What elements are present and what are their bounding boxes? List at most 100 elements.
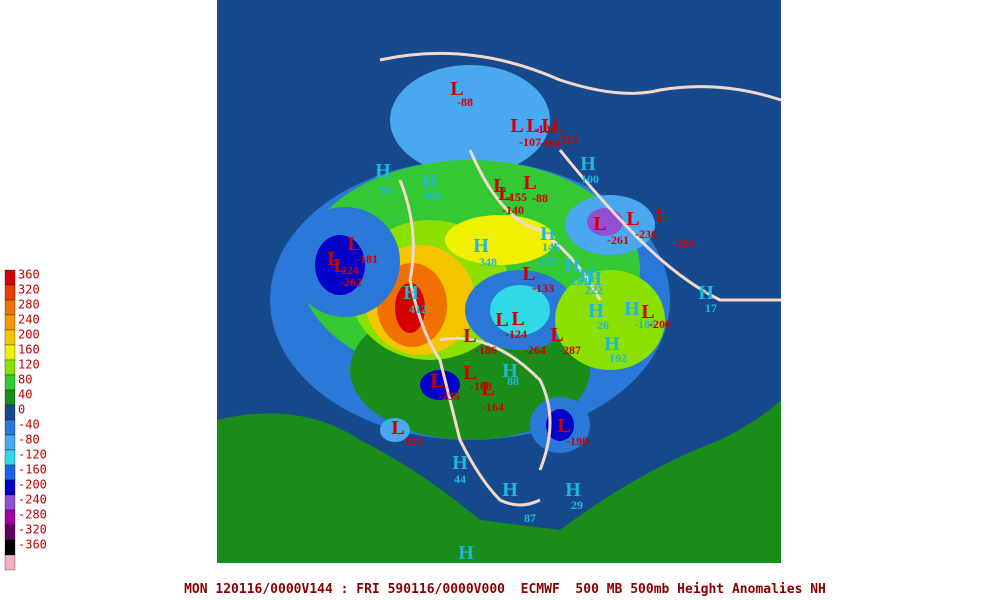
legend-label: -200 xyxy=(18,478,47,492)
center-symbol: H xyxy=(586,268,602,290)
center-value: 348 xyxy=(479,255,497,269)
center-value: 239 xyxy=(539,254,557,268)
center-symbol: L xyxy=(493,175,506,197)
center-value: -164 xyxy=(482,400,504,414)
legend-swatch xyxy=(4,524,16,541)
center-symbol: L xyxy=(430,370,443,392)
center-symbol: H xyxy=(403,282,419,304)
center-value: -140 xyxy=(502,203,524,217)
caption: MON 120116/0000V144 : FRI 590116/0000V00… xyxy=(184,582,826,597)
center-symbol: L xyxy=(391,417,404,439)
center-value: -236 xyxy=(635,227,657,241)
legend-swatch xyxy=(4,539,16,556)
legend-swatch xyxy=(4,419,16,436)
center-symbol: L xyxy=(626,208,639,230)
center-value: -88 xyxy=(532,191,548,205)
center-value: 44 xyxy=(454,472,466,486)
legend-label: 0 xyxy=(18,403,25,417)
legend-swatch xyxy=(4,284,16,301)
center-value: 26 xyxy=(597,318,609,332)
center-value: 87 xyxy=(524,511,536,525)
center-symbol: L xyxy=(641,301,654,323)
center-value: -190 xyxy=(566,434,588,448)
legend-label: -40 xyxy=(18,418,40,432)
center-value: -261 xyxy=(607,233,629,247)
center-value: -168 xyxy=(470,379,492,393)
center-value: -101 xyxy=(534,122,556,136)
center-value: 17 xyxy=(705,301,717,315)
legend-swatch xyxy=(4,434,16,451)
center-symbol: H xyxy=(458,542,474,564)
center-symbol: H xyxy=(452,452,468,474)
center-symbol: L xyxy=(593,213,606,235)
center-value: 222 xyxy=(585,283,603,297)
legend-label: 200 xyxy=(18,328,40,342)
center-symbol: H xyxy=(604,333,620,355)
legend-swatch xyxy=(4,359,16,376)
center-value: -185 xyxy=(634,317,656,331)
center-value: -235 xyxy=(438,389,460,403)
center-value: -104 xyxy=(539,136,561,150)
legend-label: 320 xyxy=(18,283,40,297)
legend-swatch xyxy=(4,374,16,391)
center-symbol: L xyxy=(481,378,494,400)
center-symbol: L xyxy=(463,325,476,347)
center-symbol: H xyxy=(473,235,489,257)
center-symbol: H xyxy=(502,360,518,382)
center-symbol: L xyxy=(495,309,508,331)
center-symbol: L xyxy=(541,115,554,137)
center-symbol: L xyxy=(557,415,570,437)
center-symbol: L xyxy=(511,308,524,330)
center-value: -186 xyxy=(475,343,497,357)
legend-label: -160 xyxy=(18,463,47,477)
center-value: 100 xyxy=(423,189,441,203)
center-value: 29 xyxy=(571,498,583,512)
center-symbol: L xyxy=(522,263,535,285)
legend-label: -280 xyxy=(18,508,47,522)
center-value: -88 xyxy=(457,95,473,109)
legend-swatch xyxy=(4,329,16,346)
center-symbol: H xyxy=(422,171,438,193)
center-value: -262 xyxy=(340,275,362,289)
center-symbol: L xyxy=(551,115,564,137)
center-value: -264 xyxy=(524,343,546,357)
legend-label: -320 xyxy=(18,523,47,537)
center-symbol: L xyxy=(655,205,668,227)
center-symbol: L xyxy=(523,172,536,194)
center-symbol: L xyxy=(463,362,476,384)
legend-swatch xyxy=(4,509,16,526)
center-value: -206 xyxy=(649,317,671,331)
legend-swatch xyxy=(4,314,16,331)
legend-label: 360 xyxy=(18,268,40,282)
center-symbol: H xyxy=(624,298,640,320)
center-symbol: L xyxy=(526,115,539,137)
center-value: -133 xyxy=(532,281,554,295)
legend-label: 240 xyxy=(18,313,40,327)
legend-swatch xyxy=(4,479,16,496)
center-symbol: H xyxy=(698,282,714,304)
center-symbol: H xyxy=(564,255,580,277)
center-symbol: H xyxy=(580,153,596,175)
center-value: -194 xyxy=(673,236,695,250)
center-value: -107 xyxy=(519,135,541,149)
center-symbol: H xyxy=(540,223,556,245)
legend-swatch xyxy=(4,494,16,511)
legend-swatch xyxy=(4,449,16,466)
center-value: -123 xyxy=(401,434,423,448)
legend-label: 280 xyxy=(18,298,40,312)
legend: 36032028024020016012080400-40-80-120-160… xyxy=(4,268,47,571)
center-symbol: L xyxy=(327,248,340,270)
center-value: -181 xyxy=(356,252,378,266)
center-symbol: L xyxy=(550,324,563,346)
center-value: -287 xyxy=(559,343,581,357)
center-symbol: H xyxy=(565,479,581,501)
legend-swatch xyxy=(4,404,16,421)
legend-label: 160 xyxy=(18,343,40,357)
anomaly-fields xyxy=(217,65,781,563)
legend-label: 120 xyxy=(18,358,40,372)
legend-label: -120 xyxy=(18,448,47,462)
legend-label: -240 xyxy=(18,493,47,507)
center-value: -124 xyxy=(505,327,527,341)
